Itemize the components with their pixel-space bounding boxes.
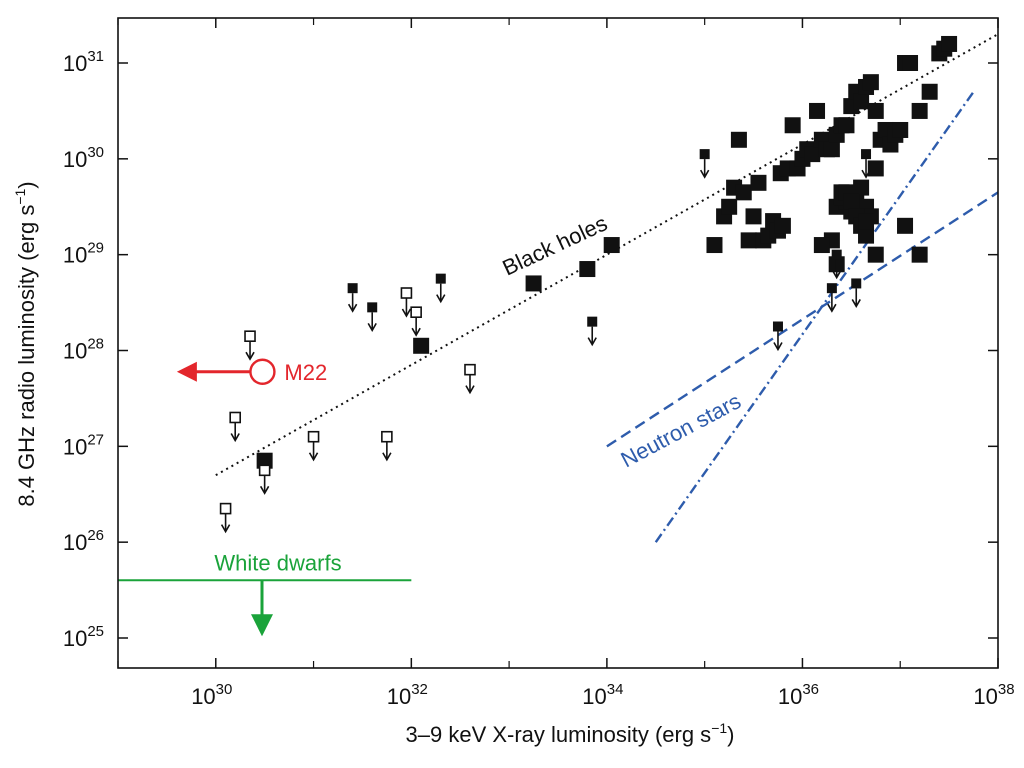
neutron-stars-label: Neutron stars [617, 388, 745, 472]
upper-limit-arrow-head [436, 294, 446, 304]
upper-limit-open-point [307, 430, 320, 443]
black-hole-point [911, 102, 928, 119]
y-tick-label: 1026 [63, 527, 104, 555]
black-hole-point [853, 93, 870, 110]
axis-ticks: 1030 1032 1034 1036 1038 1025 1026 1027 1028 1029… [63, 18, 1015, 709]
upper-limit-filled-point [435, 273, 446, 284]
upper-limit-filled-point [367, 302, 378, 313]
upper-limit-arrow-head [382, 452, 392, 462]
black-hole-point [823, 141, 840, 158]
upper-limit-filled-point [826, 283, 837, 294]
upper-limit-arrow-head [347, 303, 358, 313]
upper-limit-arrow-head [245, 351, 255, 361]
data-markers [176, 35, 958, 534]
black-hole-point [858, 227, 875, 244]
y-tick-label: 1025 [63, 623, 104, 651]
black-hole-point [784, 117, 801, 134]
m22-arrow-head [176, 361, 197, 382]
plot-frame [117, 17, 999, 669]
black-hole-point [809, 102, 826, 119]
upper-limit-open-point [410, 306, 422, 318]
upper-limit-arrow-head [831, 270, 842, 280]
black-hole-point [813, 237, 830, 254]
x-axis-label: 3–9 keV X-ray luminosity (erg s−1) [406, 720, 735, 747]
x-tick-label: 1030 [191, 681, 232, 709]
m22-label: M22 [284, 360, 327, 385]
black-hole-point [774, 217, 791, 234]
upper-limit-arrow-head [587, 337, 597, 347]
black-hole-point [902, 55, 919, 71]
neutron-star-dashed-line [606, 191, 999, 448]
black-hole-point [603, 237, 620, 254]
black-hole-point [740, 232, 757, 249]
reference-lines [118, 33, 999, 637]
black-hole-point [853, 179, 870, 196]
black-hole-point [525, 275, 542, 292]
upper-limit-arrow-head [851, 299, 861, 309]
black-hole-point [730, 131, 747, 148]
x-tick-label: 1036 [778, 681, 819, 709]
black-hole-point [892, 121, 909, 138]
black-hole-point [858, 213, 875, 230]
black-hole-point [867, 246, 884, 263]
upper-limit-filled-point [587, 316, 598, 327]
m22-marker [249, 358, 276, 385]
upper-limit-open-point [464, 363, 476, 376]
upper-limit-arrow-head [861, 169, 871, 179]
y-tick-label: 1027 [63, 431, 104, 459]
black-hole-point [804, 146, 821, 163]
black-hole-point [745, 208, 762, 225]
black-hole-point [867, 102, 884, 119]
upper-limit-filled-point [861, 149, 872, 160]
black-hole-point [921, 83, 938, 100]
upper-limit-arrow-head [367, 322, 377, 332]
black-hole-point [862, 74, 879, 91]
neutron-star-dashdot-line [654, 91, 975, 543]
upper-limit-arrow-head [827, 303, 837, 313]
upper-limit-arrow-head [220, 524, 231, 534]
upper-limit-open-point [258, 464, 271, 477]
white-dwarfs-label: White dwarfs [214, 550, 341, 575]
x-tick-label: 1034 [582, 681, 623, 709]
black-hole-point [867, 160, 884, 177]
y-tick-label: 1030 [63, 144, 104, 172]
upper-limit-arrow-head [411, 327, 421, 337]
white-dwarfs-arrow-head [251, 614, 273, 637]
y-tick-label: 1028 [63, 336, 104, 364]
upper-limit-open-point [229, 411, 242, 424]
black-hole-point [911, 246, 928, 263]
upper-limit-arrow-head [699, 169, 710, 179]
black-hole-point [750, 174, 767, 191]
upper-limit-filled-point [699, 149, 710, 160]
upper-limit-arrow-head [230, 433, 240, 443]
upper-limit-filled-point [831, 249, 842, 260]
upper-limit-open-point [400, 287, 413, 299]
upper-limit-arrow-head [773, 342, 783, 352]
upper-limit-filled-point [772, 321, 783, 332]
black-hole-point [735, 184, 752, 201]
y-axis-label: 8.4 GHz radio luminosity (erg s−1) [12, 181, 39, 506]
black-hole-point [838, 117, 855, 134]
upper-limit-open-point [219, 502, 232, 515]
upper-limit-arrow-head [401, 308, 412, 318]
black-hole-point [897, 217, 914, 234]
black-hole-point [941, 35, 958, 52]
y-tick-label: 1031 [63, 48, 104, 76]
black-hole-point [579, 261, 596, 278]
upper-limit-arrow-head [465, 385, 475, 395]
x-tick-label: 1032 [387, 681, 428, 709]
x-tick-label: 1038 [973, 681, 1014, 709]
upper-limit-open-point [244, 330, 256, 342]
upper-limit-open-point [381, 430, 393, 443]
black-hole-point [413, 337, 430, 354]
y-tick-label: 1029 [63, 240, 104, 268]
upper-limit-arrow-head [308, 452, 319, 462]
black-hole-point [706, 237, 723, 254]
upper-limit-filled-point [347, 283, 358, 294]
black-hole-point [843, 193, 860, 210]
upper-limit-arrow-head [259, 485, 270, 495]
upper-limit-filled-point [851, 278, 862, 289]
black-hole-point [721, 198, 738, 215]
